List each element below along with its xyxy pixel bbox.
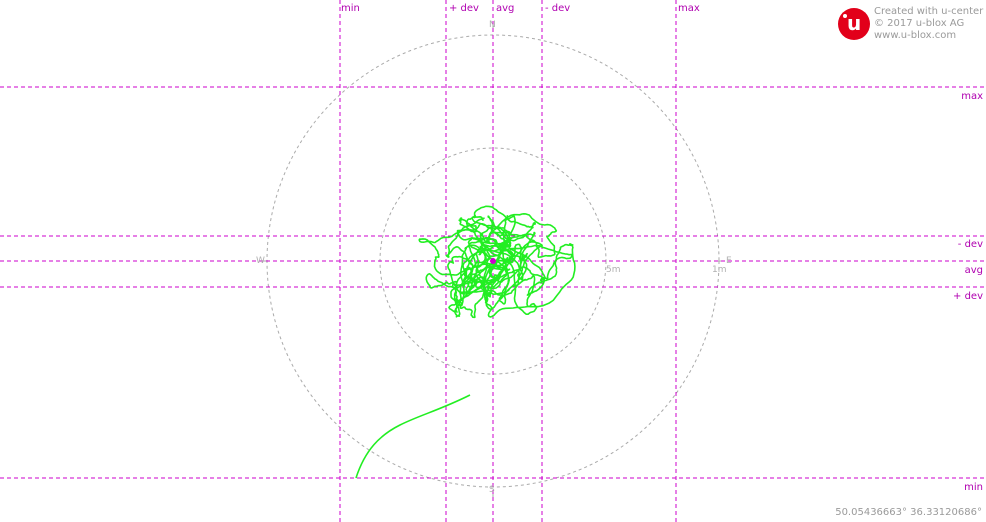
label-vertical-minus-dev: - dev (545, 3, 571, 14)
coordinates-readout: 50.05436663° 36.33120686° (835, 507, 982, 518)
label-vertical-min: min (341, 3, 360, 14)
brand-text: Created with u-center © 2017 u-blox AG w… (874, 6, 983, 42)
label-vertical-avg: avg (496, 3, 515, 14)
ring-label-inner: 5m (606, 265, 621, 275)
label-vertical-max: max (678, 3, 700, 14)
label-horizontal-plus-dev: + dev (953, 291, 983, 302)
brand-block: u Created with u-center © 2017 u-blox AG… (838, 6, 986, 46)
label-horizontal-max: max (961, 91, 983, 102)
brand-line-3: www.u-blox.com (874, 30, 957, 41)
label-horizontal-min: min (964, 482, 983, 493)
compass-n: N (489, 20, 496, 30)
center-point (490, 258, 496, 264)
compass-e: E (726, 256, 732, 266)
track-tail (355, 394, 471, 479)
track-path (418, 205, 576, 319)
label-horizontal-minus-dev: - dev (957, 239, 983, 250)
label-vertical-plus-dev: + dev (449, 3, 479, 14)
label-horizontal-avg: avg (964, 265, 983, 276)
brand-line-1: Created with u-center (874, 6, 984, 17)
compass-s: S (489, 485, 495, 495)
ring-label-outer: 1m (712, 265, 727, 275)
ublox-logo-icon: u (838, 8, 870, 40)
brand-line-2: © 2017 u-blox AG (874, 18, 965, 29)
compass-w: W (256, 256, 265, 266)
